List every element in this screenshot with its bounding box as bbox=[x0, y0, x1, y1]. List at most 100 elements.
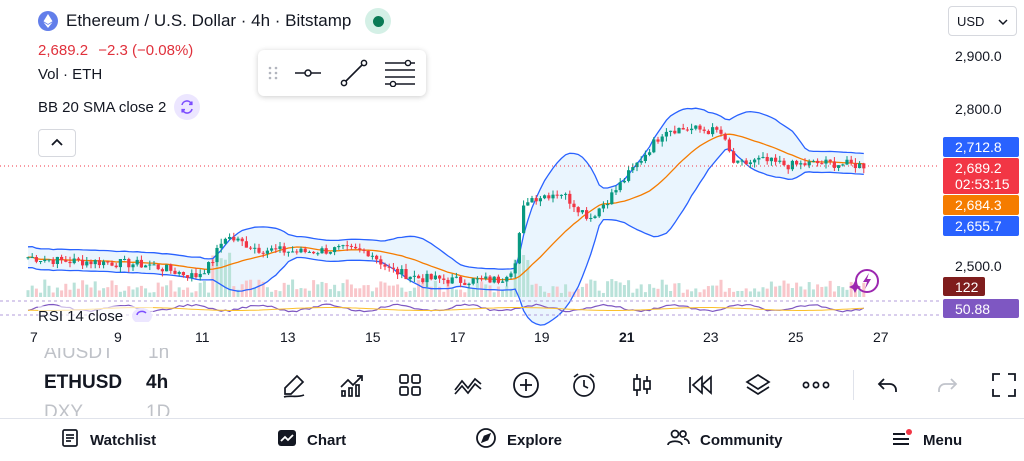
candle-body bbox=[711, 127, 715, 135]
currency-select[interactable]: USD bbox=[948, 6, 1017, 36]
volume-bar bbox=[438, 286, 442, 297]
interval-prev[interactable]: 1h bbox=[148, 348, 170, 363]
candle-body bbox=[85, 261, 89, 266]
volume-bar bbox=[72, 282, 76, 297]
candle-body bbox=[106, 261, 110, 263]
chart-area[interactable]: Ethereum / U.S. Dollar · 4h · Bitstamp 2… bbox=[0, 0, 1024, 350]
volume-bar bbox=[194, 291, 198, 297]
market-status-icon[interactable] bbox=[365, 8, 392, 34]
undo-icon[interactable] bbox=[870, 368, 906, 402]
layout-icon[interactable] bbox=[392, 368, 428, 402]
bollinger-band-fill bbox=[28, 108, 864, 326]
candle-body bbox=[765, 156, 769, 162]
drag-handle-icon[interactable] bbox=[268, 65, 278, 81]
bar-style-icon[interactable] bbox=[624, 368, 660, 402]
layers-icon[interactable] bbox=[740, 368, 776, 402]
volume-bar bbox=[778, 285, 782, 297]
draw-icon[interactable] bbox=[276, 368, 312, 402]
candle-body bbox=[400, 269, 404, 275]
rsi-refresh-icon[interactable] bbox=[131, 306, 153, 326]
nav-community[interactable]: Community bbox=[666, 428, 783, 452]
candle-body bbox=[618, 182, 622, 191]
bb-legend[interactable]: BB 20 SMA close 2 bbox=[38, 94, 201, 120]
candle-body bbox=[450, 277, 454, 284]
candle-body bbox=[249, 247, 253, 249]
refresh-icon[interactable] bbox=[174, 94, 201, 120]
candle-body bbox=[778, 160, 782, 162]
interval-next[interactable]: 1D bbox=[146, 402, 171, 416]
symbol-switcher[interactable]: AIUSDT 1h ETHUSD 4h DXY 1D bbox=[0, 348, 190, 416]
volume-bar bbox=[173, 291, 177, 297]
alert-icon[interactable] bbox=[566, 368, 602, 402]
candle-body bbox=[706, 130, 710, 135]
candle-body bbox=[148, 264, 152, 266]
compare-icon[interactable] bbox=[450, 368, 486, 402]
volume-bar bbox=[450, 288, 454, 297]
volume-bar bbox=[492, 292, 496, 297]
candle-body bbox=[757, 157, 761, 160]
volume-bar bbox=[509, 288, 513, 297]
date-tick: 13 bbox=[280, 329, 296, 345]
redo-icon[interactable] bbox=[929, 368, 965, 402]
nav-explore[interactable]: Explore bbox=[475, 427, 562, 453]
candle-body bbox=[622, 180, 626, 183]
volume-bar bbox=[782, 280, 786, 297]
volume-bar bbox=[744, 288, 748, 297]
candle-body bbox=[656, 139, 660, 142]
candle-body bbox=[593, 216, 597, 218]
interval-current[interactable]: 4h bbox=[146, 372, 169, 393]
candle-body bbox=[698, 125, 702, 130]
candle-body bbox=[748, 162, 752, 165]
volume-bar bbox=[337, 291, 341, 297]
candle-body bbox=[169, 264, 173, 271]
candle-body bbox=[480, 278, 484, 280]
candle-body bbox=[501, 281, 505, 283]
volume-bar bbox=[610, 279, 614, 297]
horizontal-line-icon[interactable] bbox=[292, 57, 324, 89]
volume-bar bbox=[862, 282, 866, 297]
volume-bar bbox=[379, 281, 383, 297]
symbol-prev[interactable]: AIUSDT bbox=[44, 348, 114, 363]
date-tick: 19 bbox=[534, 329, 550, 345]
symbol-title[interactable]: Ethereum / U.S. Dollar · 4h · Bitstamp bbox=[66, 11, 352, 30]
volume-bar bbox=[740, 290, 744, 297]
volume-bar bbox=[753, 288, 757, 297]
price-chart[interactable] bbox=[0, 0, 1024, 350]
volume-bar bbox=[858, 290, 862, 297]
candle-body bbox=[354, 246, 358, 249]
fib-retracement-icon[interactable] bbox=[384, 57, 416, 89]
candle-body bbox=[631, 167, 635, 171]
price-tick: 2,800.0 bbox=[955, 101, 1002, 117]
volume-legend[interactable]: Vol · ETH bbox=[38, 66, 103, 83]
volume-bar bbox=[261, 281, 265, 297]
more-icon[interactable] bbox=[798, 368, 834, 402]
candle-body bbox=[232, 236, 236, 241]
indicators-icon[interactable] bbox=[334, 368, 370, 402]
candle-body bbox=[564, 193, 568, 195]
candle-body bbox=[387, 266, 391, 268]
collapse-legend-button[interactable] bbox=[38, 129, 76, 157]
candle-body bbox=[383, 264, 387, 267]
nav-chart[interactable]: Chart bbox=[277, 428, 346, 452]
volume-bar bbox=[496, 286, 500, 297]
fullscreen-icon[interactable] bbox=[986, 368, 1022, 402]
volume-bar bbox=[152, 292, 156, 297]
rsi-legend[interactable]: RSI 14 close bbox=[38, 306, 154, 326]
volume-bar bbox=[400, 287, 404, 297]
replay-icon[interactable] bbox=[682, 368, 718, 402]
bb-label: BB 20 SMA close 2 bbox=[38, 98, 167, 116]
volume-bar bbox=[589, 279, 593, 297]
volume-bar bbox=[706, 286, 710, 297]
nav-watchlist[interactable]: Watchlist bbox=[60, 428, 156, 452]
nav-menu[interactable]: Menu bbox=[891, 428, 962, 452]
add-icon[interactable] bbox=[508, 368, 544, 402]
trend-line-icon[interactable] bbox=[338, 57, 370, 89]
symbol-current[interactable]: ETHUSD bbox=[44, 372, 123, 393]
volume-bar bbox=[837, 286, 841, 297]
symbol-next[interactable]: DXY bbox=[44, 402, 84, 416]
candle-body bbox=[223, 238, 227, 244]
candle-body bbox=[610, 192, 614, 205]
candle-body bbox=[55, 256, 59, 265]
flash-alert-icon[interactable] bbox=[848, 266, 882, 296]
volume-bar bbox=[64, 283, 68, 297]
